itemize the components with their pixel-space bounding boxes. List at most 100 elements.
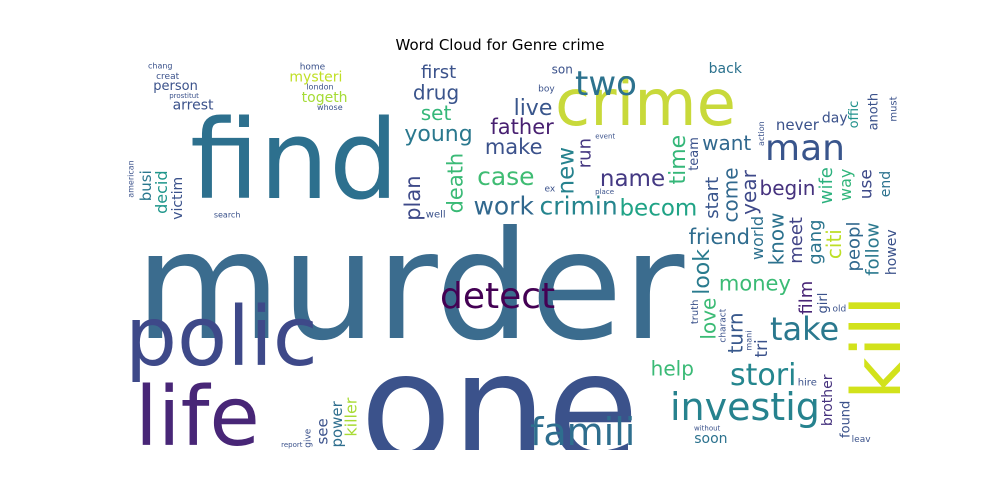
- word-without: without: [694, 424, 721, 432]
- word-busi: busi: [137, 170, 155, 201]
- word-come: come: [718, 167, 742, 222]
- word-back: back: [709, 61, 743, 77]
- word-must: must: [888, 96, 899, 121]
- word-meet: meet: [786, 217, 807, 264]
- word-world: world: [748, 216, 767, 260]
- word-first: first: [421, 62, 456, 83]
- word-never: never: [776, 116, 820, 134]
- word-use: use: [856, 169, 876, 199]
- word-power: power: [328, 400, 346, 447]
- word-drug: drug: [413, 81, 459, 105]
- word-detect: detect: [440, 276, 555, 317]
- word-creat: creat: [156, 72, 180, 82]
- word-run: run: [574, 138, 595, 168]
- word-give: give: [303, 428, 313, 448]
- word-togeth: togeth: [302, 90, 348, 106]
- word-anoth: anoth: [867, 93, 882, 131]
- word-action: action: [757, 121, 766, 146]
- word-murder: murder: [135, 200, 685, 374]
- word-boy: boy: [538, 84, 555, 94]
- word-offic: offic: [847, 101, 862, 129]
- word-truth: truth: [690, 299, 701, 324]
- word-team: team: [687, 137, 702, 171]
- word-want: want: [702, 131, 751, 155]
- word-citi: citi: [822, 229, 846, 259]
- word-start: start: [702, 177, 723, 219]
- word-brother: brother: [820, 374, 836, 426]
- word-crime: crime: [555, 67, 736, 141]
- word-turn: turn: [724, 312, 748, 353]
- word-american: american: [126, 160, 135, 198]
- word-plan: plan: [401, 175, 425, 220]
- word-leav: leav: [852, 435, 872, 445]
- word-event: event: [595, 132, 615, 140]
- word-end: end: [878, 171, 894, 197]
- word-new: new: [554, 147, 580, 195]
- word-take: take: [770, 310, 839, 348]
- word-love: love: [696, 298, 720, 340]
- word-well: well: [426, 209, 446, 220]
- word-work: work: [473, 192, 534, 221]
- word-follow: follow: [862, 223, 883, 276]
- word-name: name: [600, 166, 665, 192]
- word-two: two: [575, 64, 637, 104]
- word-one: one: [360, 322, 639, 450]
- word-place: place: [595, 188, 614, 196]
- word-home: home: [300, 62, 326, 72]
- word-gang: gang: [805, 219, 826, 264]
- word-whose: whose: [317, 103, 343, 112]
- word-wife: wife: [816, 167, 837, 204]
- word-man: man: [765, 128, 845, 169]
- word-cloud: murder one find life polic crime kill investig f…: [125, 60, 900, 450]
- word-girl: girl: [816, 293, 831, 314]
- word-becom: becom: [619, 196, 697, 222]
- word-find: find: [190, 96, 399, 224]
- word-killer: killer: [342, 397, 361, 436]
- word-kill: kill: [837, 295, 900, 400]
- word-look: look: [690, 249, 715, 295]
- word-mysteri: mysteri: [289, 69, 342, 85]
- word-death: death: [444, 153, 468, 214]
- word-see: see: [314, 418, 332, 444]
- word-stori: stori: [730, 358, 796, 393]
- word-prostitut: prostitut: [169, 92, 199, 100]
- word-charact: charact: [719, 308, 729, 342]
- word-found: found: [839, 401, 854, 438]
- word-case: case: [477, 162, 534, 191]
- word-make: make: [485, 135, 543, 159]
- word-investig: investig: [670, 385, 820, 429]
- word-ex: ex: [544, 185, 555, 195]
- word-father: father: [490, 115, 554, 139]
- word-person: person: [153, 79, 198, 94]
- word-begin: begin: [760, 176, 816, 200]
- word-son: son: [552, 62, 573, 76]
- word-soon: soon: [694, 431, 727, 447]
- word-search: search: [214, 211, 241, 220]
- word-chang: chang: [148, 61, 173, 70]
- word-year: year: [737, 169, 761, 214]
- word-time: time: [666, 135, 691, 185]
- word-hire: hire: [798, 377, 817, 388]
- word-young: young: [404, 122, 472, 147]
- word-help: help: [651, 357, 694, 381]
- word-report: report: [281, 441, 303, 449]
- word-polic: polic: [125, 290, 318, 385]
- word-tri: tri: [752, 339, 772, 357]
- word-day: day: [822, 110, 848, 126]
- word-way: way: [836, 169, 855, 201]
- word-london: london: [306, 83, 333, 92]
- word-old: old: [832, 305, 846, 315]
- word-friend: friend: [689, 225, 750, 249]
- word-howev: howev: [884, 229, 900, 275]
- word-mani: mani: [745, 331, 754, 351]
- word-live: live: [514, 96, 553, 121]
- chart-title: Word Cloud for Genre crime: [395, 36, 605, 54]
- word-famili: famili: [530, 410, 635, 450]
- word-money: money: [719, 271, 791, 295]
- word-peopl: peopl: [843, 222, 864, 272]
- word-victim: victim: [170, 177, 186, 220]
- word-set: set: [421, 101, 452, 125]
- word-life: life: [135, 370, 260, 450]
- word-decid: decid: [152, 170, 171, 213]
